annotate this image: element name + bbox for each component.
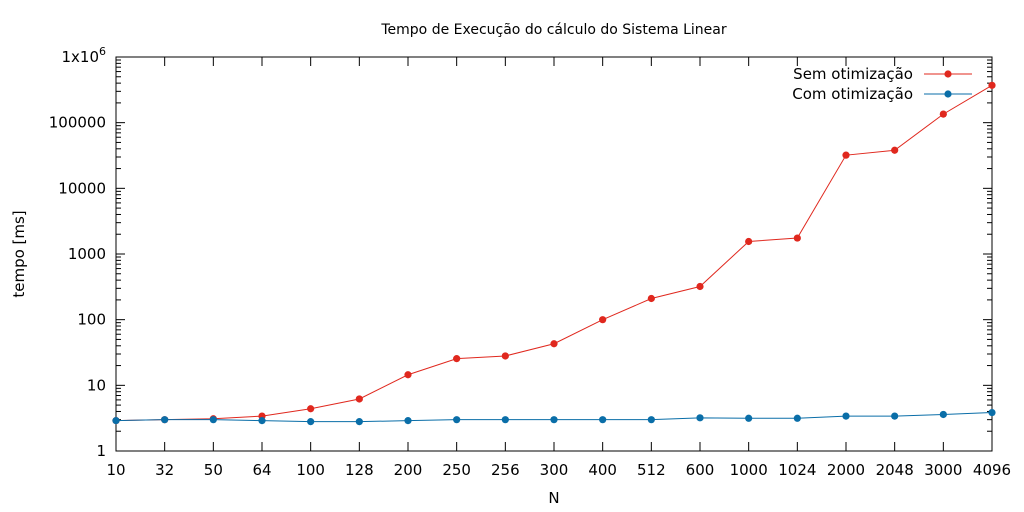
x-tick-label: 100: [296, 461, 325, 479]
data-point: [599, 316, 607, 324]
x-tick-label: 4096: [973, 461, 1011, 479]
y-tick-label: 1: [96, 442, 106, 460]
x-tick-label: 50: [204, 461, 223, 479]
legend-marker: [944, 70, 952, 78]
series-1: [112, 81, 996, 425]
data-point: [793, 234, 801, 242]
data-point: [550, 340, 558, 348]
x-tick-label: 256: [491, 461, 520, 479]
x-tick-label: 10: [106, 461, 125, 479]
x-tick-label: 600: [686, 461, 715, 479]
x-tick-label: 512: [637, 461, 666, 479]
data-point: [112, 417, 120, 425]
x-tick-label: 1024: [778, 461, 816, 479]
y-axis: 1 10 100 1000 10000 100000 1x106: [49, 45, 992, 460]
x-tick-label: 32: [155, 461, 174, 479]
data-point: [939, 110, 947, 118]
data-point: [988, 408, 996, 417]
y-tick-label-top: 1x106: [61, 45, 106, 66]
data-point: [696, 282, 704, 291]
data-point: [501, 352, 509, 360]
data-point: [599, 416, 607, 424]
series-2: [112, 408, 996, 426]
x-axis: 10 32 50 64 100 128 200 250 256 300 400 512 600 1000 1…: [106, 57, 1011, 479]
x-tick-label: 200: [394, 461, 423, 479]
data-point: [988, 81, 996, 89]
data-point: [696, 414, 704, 422]
x-tick-label: 400: [588, 461, 617, 479]
data-point: [647, 294, 655, 303]
y-tick-label: 10000: [58, 179, 106, 197]
data-point: [939, 410, 947, 419]
x-tick-label: 2000: [827, 461, 865, 479]
data-point: [258, 417, 266, 425]
data-point: [647, 416, 655, 424]
y-tick-label: 10: [87, 376, 106, 394]
x-tick-label: 128: [345, 461, 374, 479]
y-tick-label: 100000: [49, 114, 106, 132]
data-point: [550, 416, 558, 424]
data-point: [745, 237, 753, 246]
data-point: [745, 414, 753, 422]
series-line: [115, 84, 993, 422]
y-tick-label: 100: [77, 311, 106, 329]
data-point: [793, 414, 801, 422]
data-point: [501, 416, 509, 424]
data-point: [891, 412, 899, 420]
legend-marker: [944, 90, 952, 98]
data-point: [453, 416, 461, 424]
data-point: [355, 418, 363, 426]
x-tick-label: 3000: [924, 461, 962, 479]
data-point: [404, 371, 412, 379]
y-axis-label: tempo [ms]: [10, 210, 28, 297]
series-layer: [112, 81, 996, 426]
x-tick-label: 64: [252, 461, 271, 479]
x-tick-label: 250: [442, 461, 471, 479]
data-point: [404, 417, 412, 425]
legend-label: Sem otimização: [793, 65, 913, 83]
x-tick-label: 2048: [876, 461, 914, 479]
chart-title: Tempo de Execução do cálculo do Sistema …: [380, 22, 726, 38]
data-point: [209, 416, 217, 424]
data-point: [355, 395, 363, 403]
plot-frame: [115, 56, 993, 452]
data-point: [891, 146, 899, 154]
data-point: [842, 412, 850, 420]
legend-label: Com otimização: [792, 85, 913, 103]
data-point: [307, 405, 315, 413]
data-point: [453, 355, 461, 363]
y-tick-label: 1000: [68, 245, 106, 263]
legend: Sem otimização Com otimização: [792, 65, 972, 103]
x-tick-label: 300: [540, 461, 569, 479]
data-point: [161, 416, 169, 424]
data-point: [842, 151, 850, 159]
x-tick-label: 1000: [730, 461, 768, 479]
x-axis-label: N: [548, 489, 559, 507]
data-point: [307, 418, 315, 426]
